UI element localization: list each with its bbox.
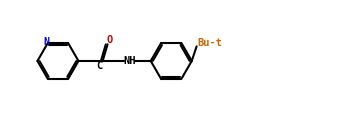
Text: C: C — [96, 61, 103, 71]
Text: NH: NH — [123, 56, 136, 66]
Text: O: O — [106, 35, 113, 45]
Text: N: N — [44, 37, 50, 47]
Text: Bu-t: Bu-t — [198, 38, 223, 48]
